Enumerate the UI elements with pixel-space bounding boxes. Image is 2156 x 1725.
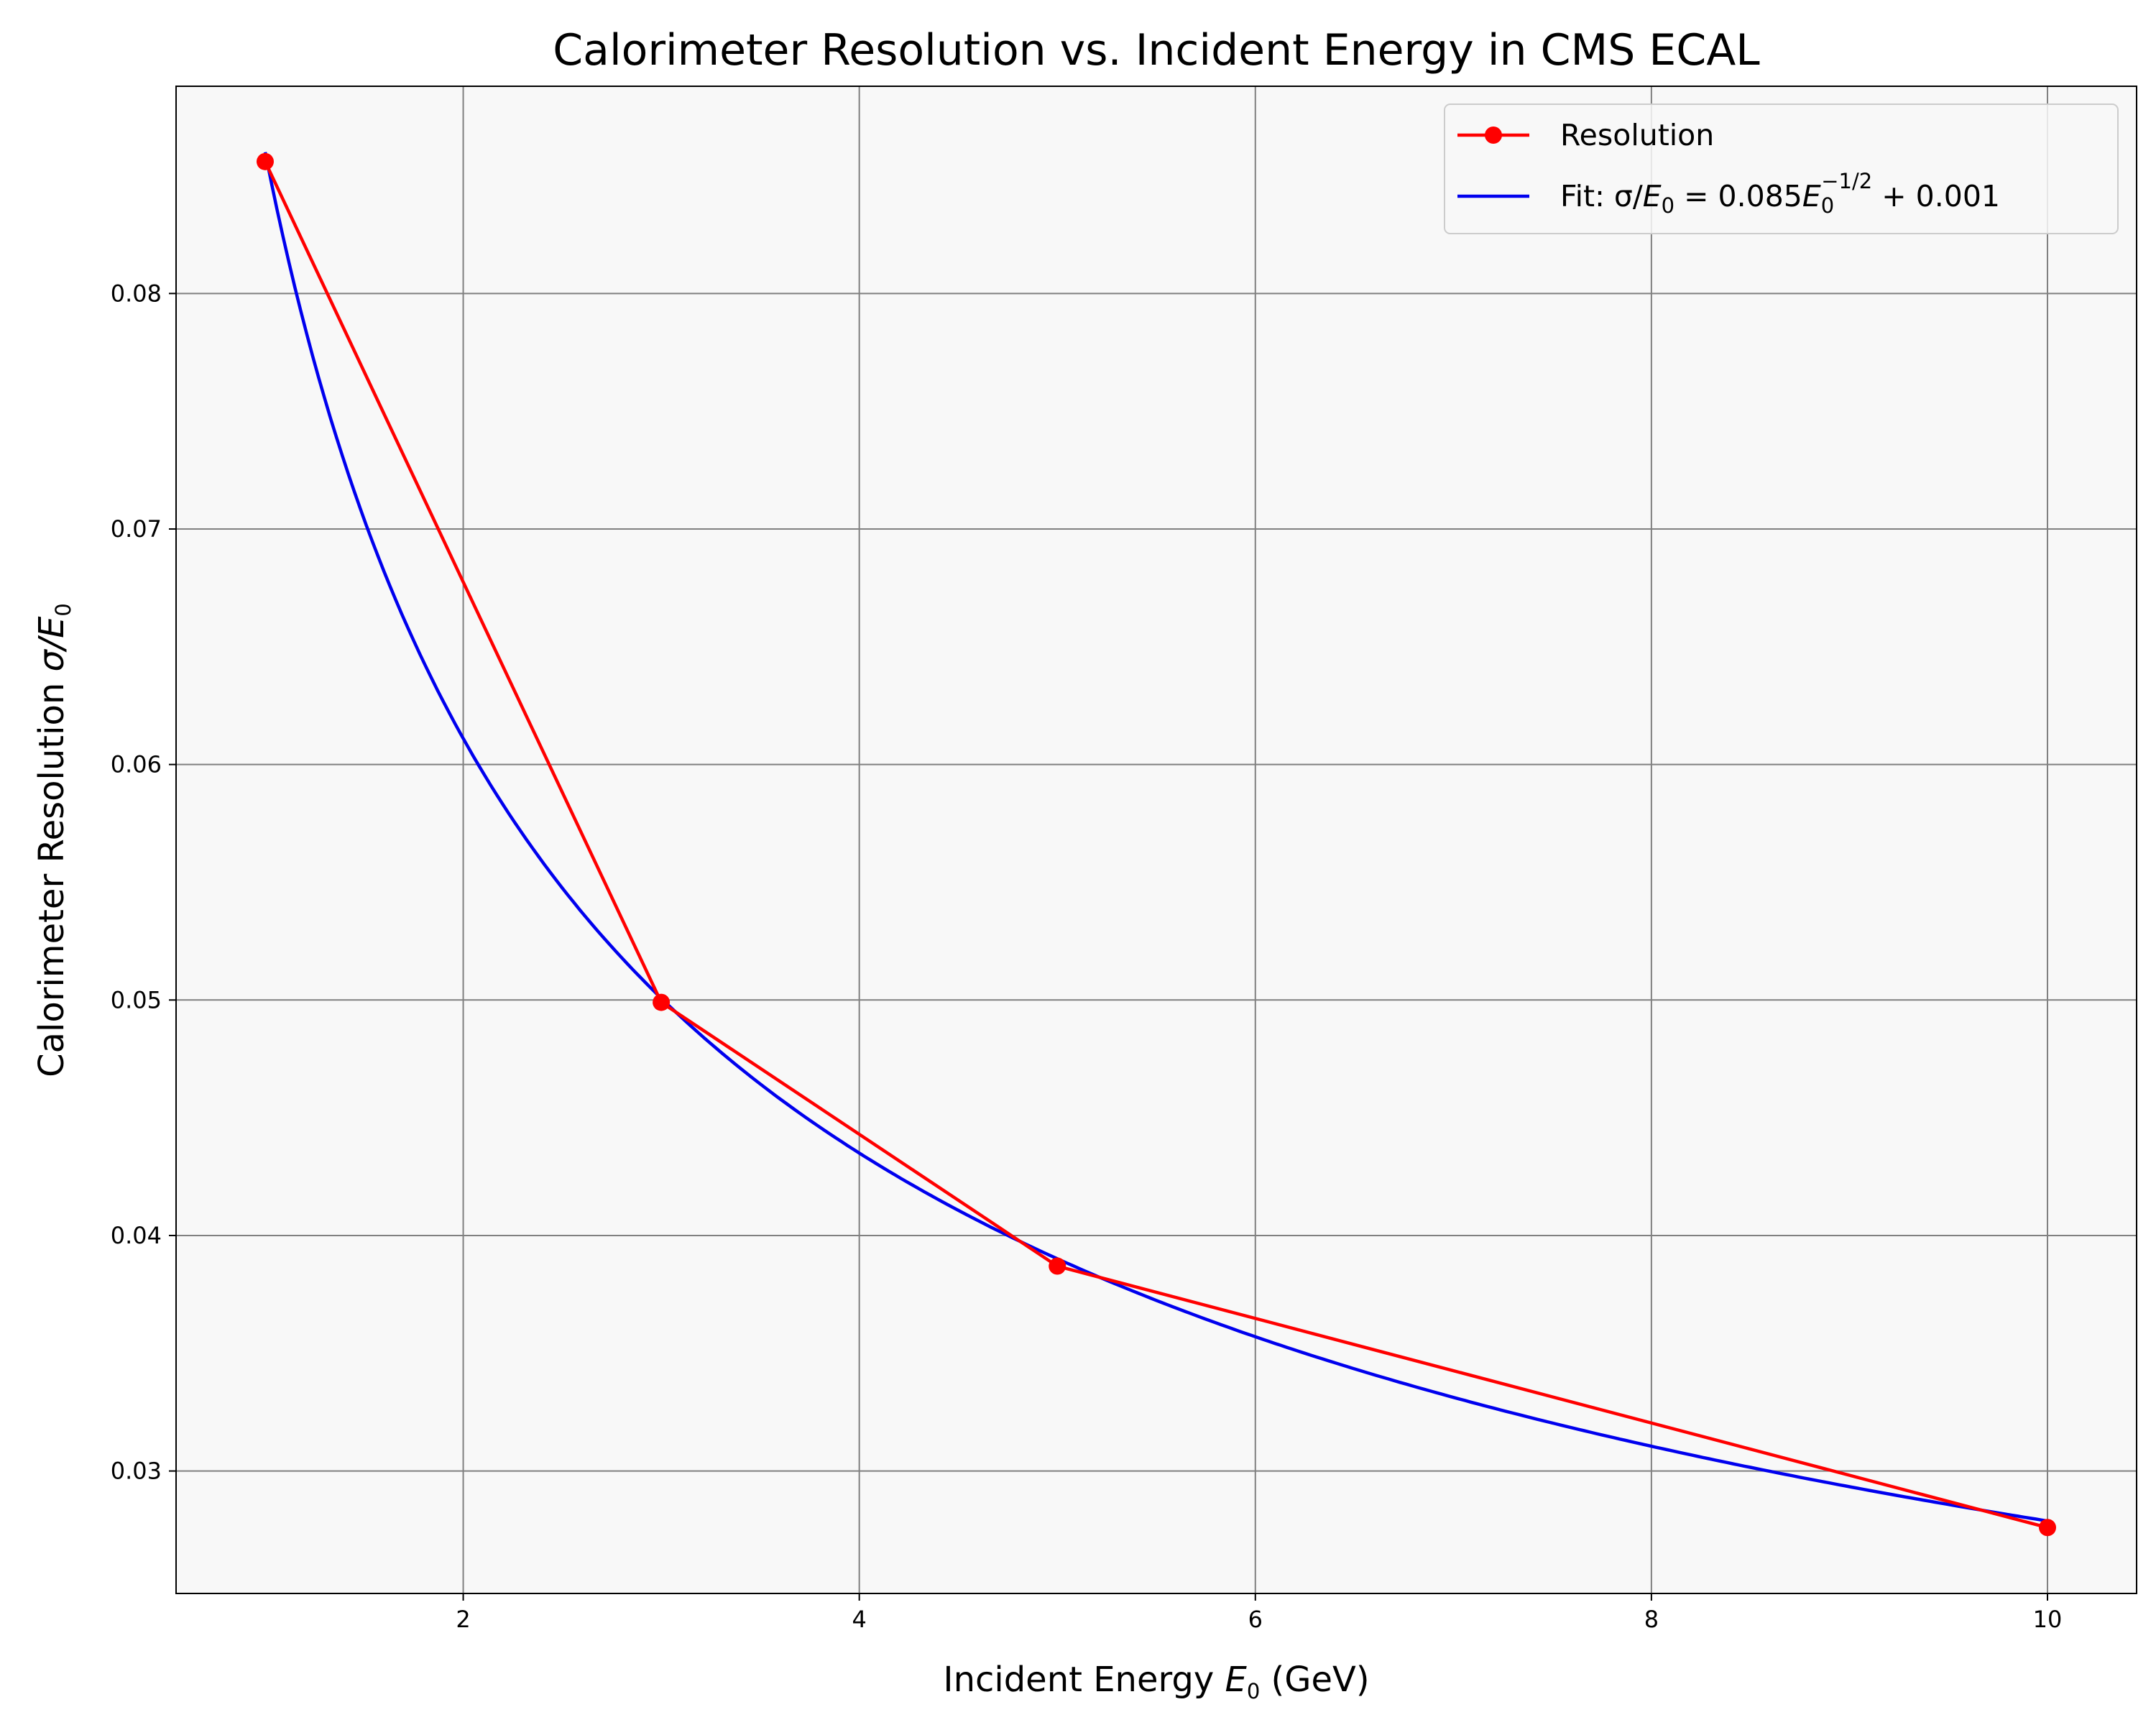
legend-box bbox=[1444, 104, 2119, 234]
fit-curve-layer bbox=[263, 152, 2048, 1523]
plot-background bbox=[176, 86, 2137, 1593]
legend-resolution-marker bbox=[1485, 126, 1502, 144]
x-tick-label: 2 bbox=[456, 1606, 470, 1633]
legend-fit-label: Fit: σ/E0 = 0.085E0−1/2 + 0.001 bbox=[1560, 169, 2000, 218]
chart-title: Calorimeter Resolution vs. Incident Ener… bbox=[553, 25, 1760, 75]
resolution-series-layer bbox=[257, 152, 2056, 1537]
legend-resolution-label: Resolution bbox=[1560, 118, 1714, 152]
fit-curve bbox=[263, 152, 2048, 1523]
legend: Resolution Fit: σ/E0 = 0.085E0−1/2 + 0.0… bbox=[1444, 104, 2119, 234]
x-tick-label: 6 bbox=[1248, 1606, 1263, 1633]
x-tick-label: 8 bbox=[1644, 1606, 1659, 1633]
resolution-point bbox=[1049, 1257, 1067, 1275]
grid-lines bbox=[176, 86, 2137, 1593]
resolution-point bbox=[2039, 1519, 2056, 1537]
x-tick-label: 4 bbox=[852, 1606, 866, 1633]
x-tick-label: 10 bbox=[2033, 1606, 2063, 1633]
plot-frame bbox=[175, 86, 2137, 1594]
x-axis-ticks: 2 4 6 8 10 bbox=[456, 1593, 2062, 1633]
y-tick-label: 0.05 bbox=[111, 986, 162, 1013]
resolution-line bbox=[263, 160, 2048, 1530]
resolution-point bbox=[653, 993, 671, 1011]
y-tick-label: 0.03 bbox=[111, 1458, 162, 1485]
y-tick-label: 0.04 bbox=[111, 1222, 162, 1249]
y-axis-title: Calorimeter Resolution σ/E0 bbox=[32, 603, 75, 1077]
y-tick-label: 0.06 bbox=[111, 751, 162, 778]
y-axis-ticks: 0.03 0.04 0.05 0.06 0.07 0.08 bbox=[111, 280, 176, 1485]
y-tick-label: 0.07 bbox=[111, 515, 162, 543]
resolution-point bbox=[257, 152, 274, 170]
y-tick-label: 0.08 bbox=[111, 280, 162, 307]
x-axis-title: Incident Energy E0 (GeV) bbox=[943, 1660, 1369, 1703]
